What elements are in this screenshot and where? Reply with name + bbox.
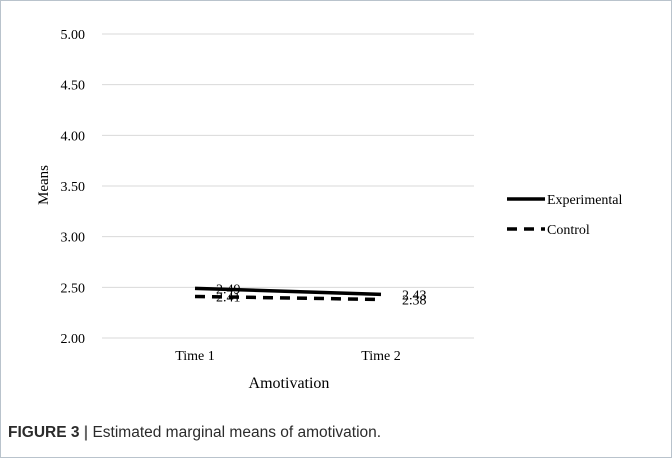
data-label: 2.38 bbox=[402, 293, 427, 308]
caption-separator: | bbox=[83, 424, 89, 441]
grid-lines bbox=[102, 33, 474, 339]
legend-label: Control bbox=[547, 223, 590, 238]
caption-text: Estimated marginal means of amotivation. bbox=[92, 424, 382, 441]
figure-caption: FIGURE 3 | Estimated marginal means of a… bbox=[8, 424, 381, 442]
data-label: 2.41 bbox=[216, 290, 241, 305]
y-tick-label: 3.00 bbox=[61, 231, 86, 246]
x-tick-labels: Time 1 Time 2 bbox=[175, 349, 401, 364]
line-chart: 2.002.503.003.504.004.505.00 Time 1 Time … bbox=[36, 28, 623, 392]
series-line-experimental bbox=[194, 286, 382, 297]
legend: Experimental Control bbox=[507, 193, 623, 238]
series-lines bbox=[194, 286, 382, 302]
y-tick-label: 2.50 bbox=[61, 281, 86, 296]
series-line-control bbox=[194, 294, 382, 302]
y-tick-label: 4.00 bbox=[61, 129, 86, 144]
data-label: 2.43 bbox=[402, 288, 427, 303]
x-tick-label: Time 2 bbox=[361, 349, 401, 364]
y-tick-label: 3.50 bbox=[61, 180, 86, 195]
y-tick-labels: 2.00 2.50 3.00 3.50 4.00 4.50 5.00 bbox=[61, 28, 86, 347]
x-axis-title: Amotivation bbox=[249, 375, 330, 392]
data-label: 2.49 bbox=[216, 282, 241, 297]
y-tick-label: 4.50 bbox=[61, 79, 86, 94]
y-tick-label: 5.00 bbox=[61, 28, 86, 43]
y-tick-label: 2.00 bbox=[61, 332, 86, 347]
y-axis-title: Means bbox=[36, 165, 52, 205]
caption-label: FIGURE 3 bbox=[8, 424, 80, 441]
x-tick-label: Time 1 bbox=[175, 349, 215, 364]
data-labels: 2.49 2.43 2.41 2.38 bbox=[216, 282, 427, 308]
legend-label: Experimental bbox=[547, 193, 623, 208]
